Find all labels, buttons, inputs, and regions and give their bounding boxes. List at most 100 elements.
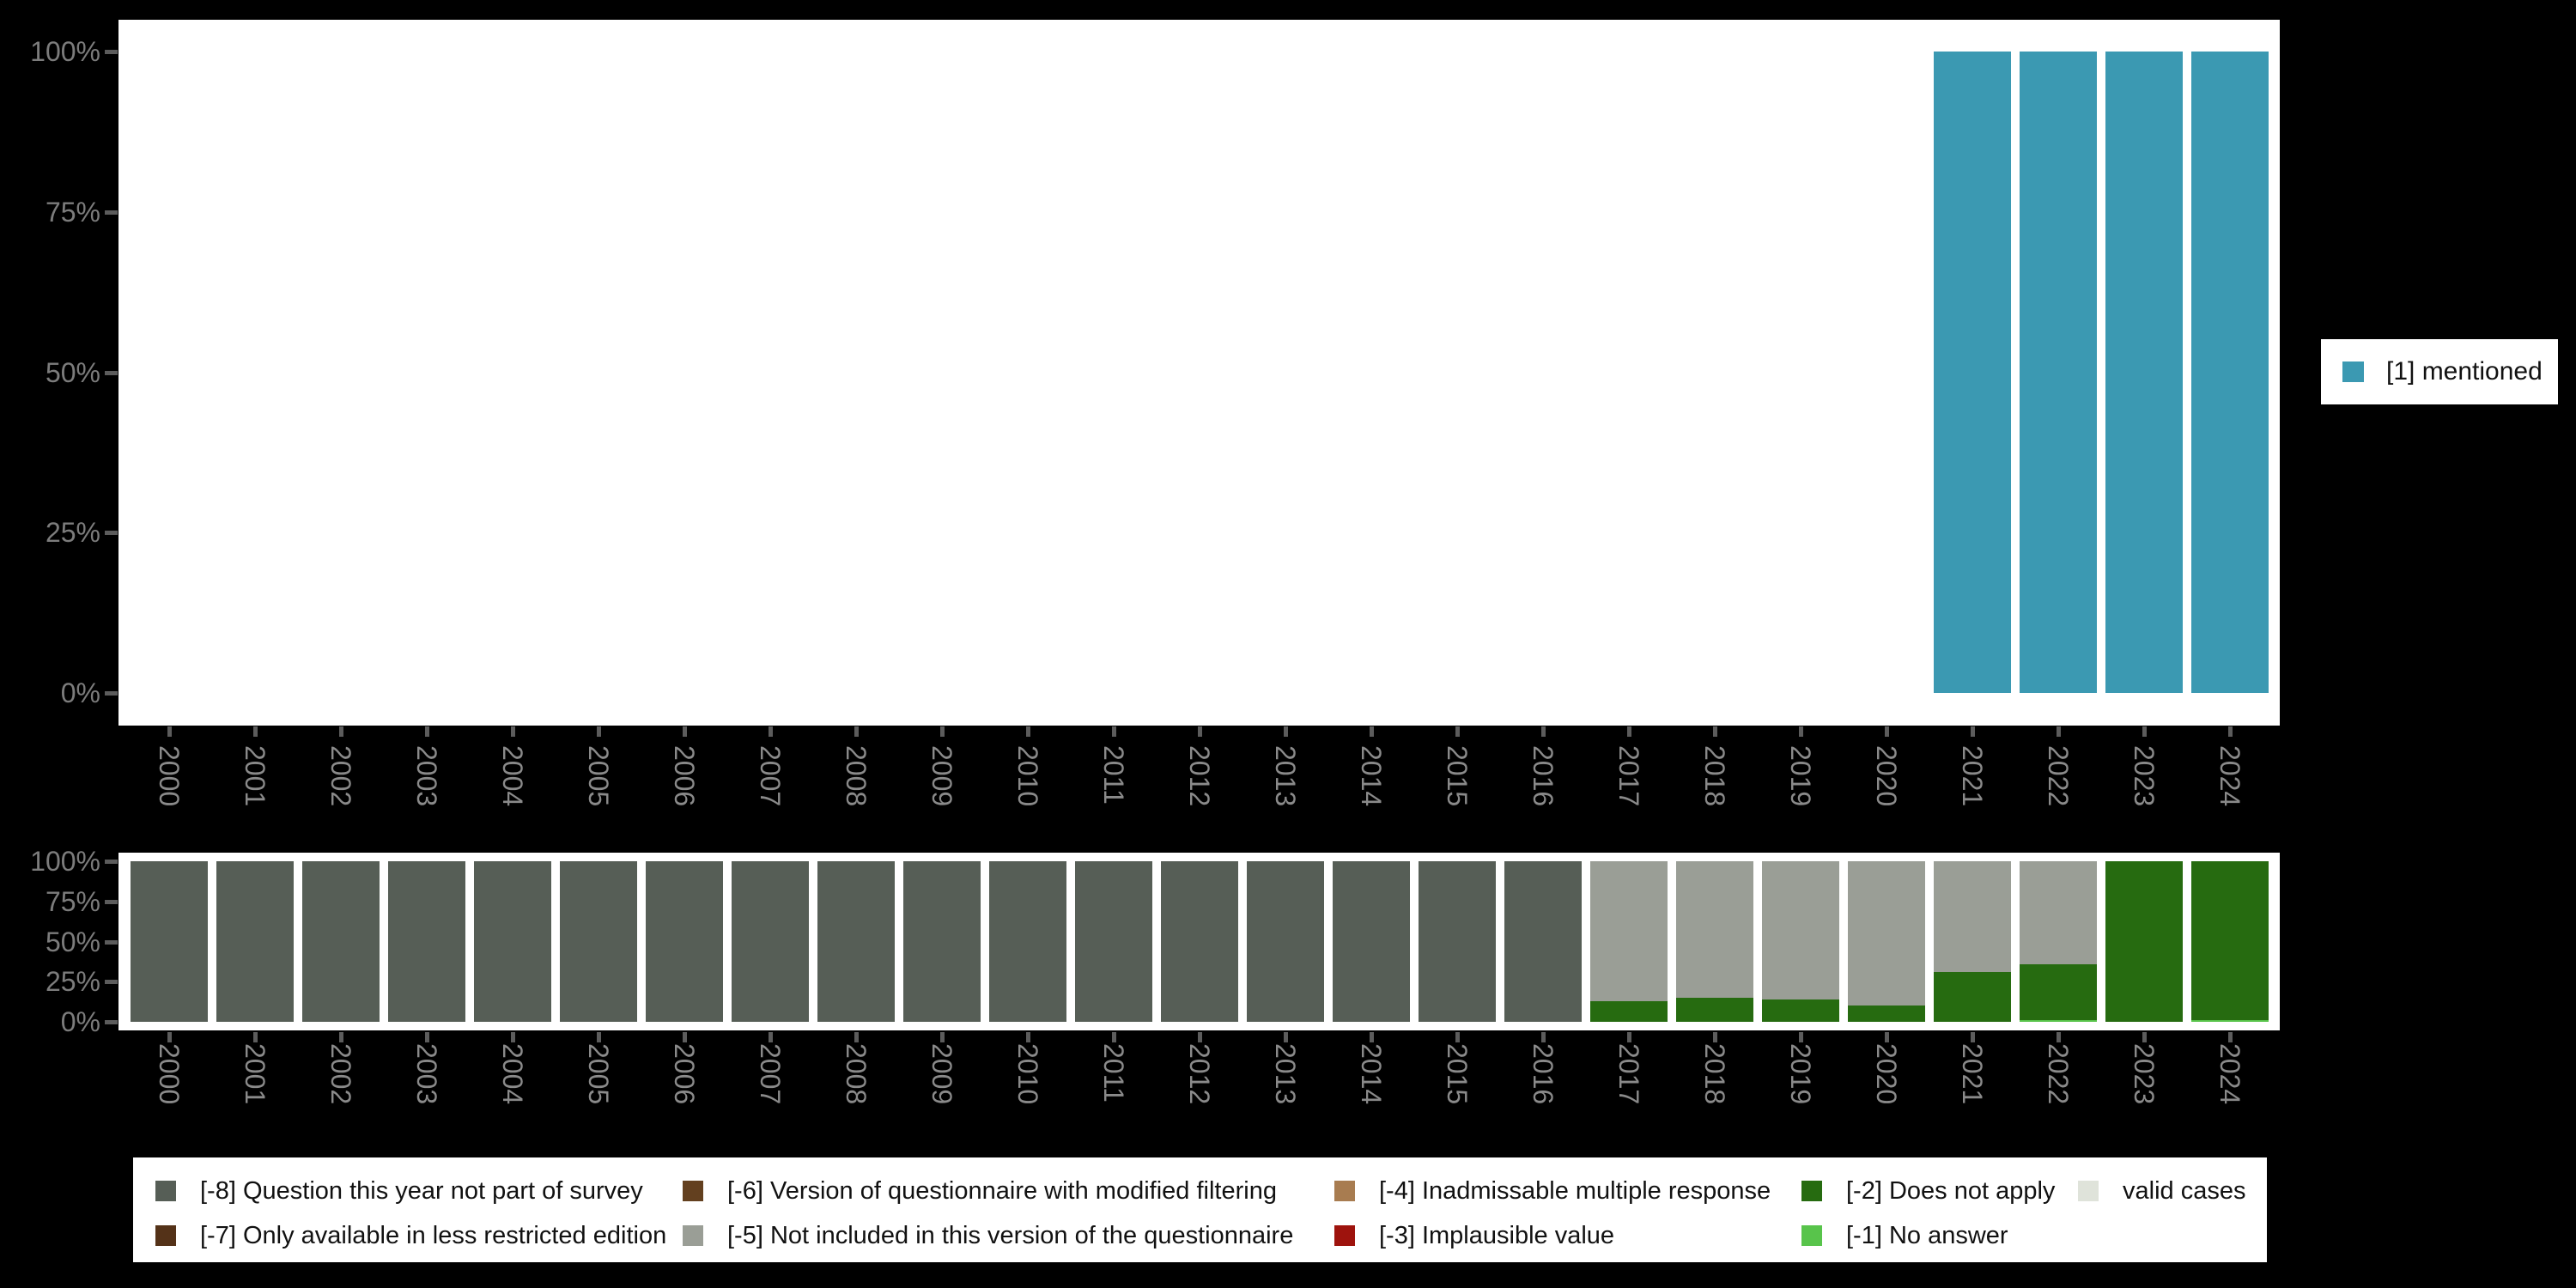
bar-segment: [1333, 861, 1410, 1022]
x-axis-tick-mark: [854, 1032, 859, 1042]
bar-segment: [2020, 963, 2097, 1021]
bar-segment: [903, 861, 981, 1022]
x-axis-year-label: 2023: [2129, 1043, 2160, 1105]
legend-swatch: [1801, 1181, 1822, 1201]
y-axis-tick-label: 50%: [45, 926, 100, 957]
legend-item: [-7] Only available in less restricted e…: [155, 1220, 666, 1251]
y-axis-tick-mark: [105, 1020, 118, 1024]
bar-segment: [1504, 861, 1582, 1022]
x-axis-tick-mark: [511, 1032, 515, 1042]
x-axis-year-label: 2019: [1785, 1043, 1816, 1105]
x-axis-year-label: 2013: [1270, 1043, 1301, 1105]
x-axis-tick-mark: [597, 726, 601, 737]
legend-item: [-2] Does not apply: [1801, 1176, 2055, 1206]
x-axis-year-label: 2005: [583, 1043, 614, 1105]
x-axis-tick-mark: [1198, 1032, 1202, 1042]
x-axis-year-label: 2020: [1871, 745, 1902, 807]
bar-segment: [2105, 861, 2183, 1022]
x-axis-year-label: 2012: [1184, 745, 1215, 807]
bar-segment: [2020, 1020, 2097, 1022]
x-axis-tick-mark: [425, 726, 429, 737]
bar-segment: [2191, 52, 2269, 693]
x-axis-tick-mark: [1971, 726, 1975, 737]
bar-segment: [2191, 861, 2269, 1021]
x-axis-tick-mark: [769, 726, 773, 737]
x-axis-year-label: 2016: [1528, 1043, 1558, 1105]
legend-swatch: [155, 1181, 176, 1201]
x-axis-year-label: 2008: [841, 745, 872, 807]
legend-swatch: [1801, 1225, 1822, 1246]
legend-item: [-5] Not included in this version of the…: [683, 1220, 1293, 1251]
x-axis-year-label: 2021: [1957, 745, 1988, 807]
bar-segment: [131, 861, 208, 1022]
x-axis-tick-mark: [425, 1032, 429, 1042]
legend-item: valid cases: [2078, 1176, 2245, 1206]
y-axis-tick-label: 25%: [45, 517, 100, 549]
x-axis-tick-mark: [683, 1032, 687, 1042]
legend-item: [-1] No answer: [1801, 1220, 2008, 1251]
x-axis-year-label: 2005: [583, 745, 614, 807]
x-axis-year-label: 2020: [1871, 1043, 1902, 1105]
x-axis-year-label: 2004: [497, 1043, 528, 1105]
y-axis-tick-mark: [105, 980, 118, 985]
bar-segment: [2020, 861, 2097, 964]
x-axis-year-label: 2024: [2215, 745, 2245, 807]
bar-segment: [216, 861, 294, 1022]
x-axis-tick-mark: [167, 1032, 172, 1042]
x-axis-tick-mark: [1455, 1032, 1460, 1042]
x-axis-tick-mark: [1799, 1032, 1803, 1042]
bar-segment: [302, 861, 380, 1022]
x-axis-tick-mark: [2228, 726, 2233, 737]
x-axis-year-label: 2008: [841, 1043, 872, 1105]
x-axis-year-label: 2019: [1785, 745, 1816, 807]
x-axis-year-label: 2023: [2129, 745, 2160, 807]
x-axis-tick-mark: [2228, 1032, 2233, 1042]
x-axis-tick-mark: [1799, 726, 1803, 737]
series-legend: [1] mentioned: [2321, 339, 2558, 404]
x-axis-year-label: 2014: [1356, 1043, 1387, 1105]
legend-item-label: [-1] No answer: [1846, 1221, 2008, 1249]
bar-segment: [1762, 861, 1839, 999]
x-axis-tick-mark: [1627, 726, 1631, 737]
y-axis-tick-label: 75%: [45, 196, 100, 228]
legend-item-label: valid cases: [2123, 1176, 2246, 1205]
x-axis-year-label: 2001: [240, 745, 270, 807]
x-axis-year-label: 2011: [1098, 1043, 1129, 1103]
x-axis-tick-mark: [167, 726, 172, 737]
bar-segment: [560, 861, 637, 1022]
x-axis-year-label: 2003: [411, 1043, 442, 1105]
x-axis-tick-mark: [1713, 726, 1717, 737]
x-axis-year-label: 2010: [1012, 1043, 1043, 1105]
x-axis-tick-mark: [1370, 1032, 1374, 1042]
x-axis-tick-mark: [940, 726, 945, 737]
bar-segment: [1590, 1000, 1668, 1022]
x-axis-year-label: 2015: [1442, 1043, 1473, 1105]
x-axis-tick-mark: [1971, 1032, 1975, 1042]
legend-item-label: [-3] Implausible value: [1379, 1221, 1615, 1249]
x-axis-year-label: 2013: [1270, 745, 1301, 807]
legend-swatch: [683, 1225, 703, 1246]
bar-segment: [1762, 999, 1839, 1022]
bar-segment: [2191, 1020, 2269, 1022]
x-axis-year-label: 2002: [325, 745, 356, 807]
x-axis-tick-mark: [1284, 1032, 1288, 1042]
x-axis-tick-mark: [1541, 726, 1546, 737]
x-axis-tick-mark: [1198, 726, 1202, 737]
legend-swatch: [1334, 1225, 1355, 1246]
y-axis-tick-label: 100%: [30, 846, 100, 877]
x-axis-year-label: 2011: [1098, 745, 1129, 805]
x-axis-year-label: 2001: [240, 1043, 270, 1105]
y-axis-tick-label: 100%: [30, 36, 100, 67]
x-axis-year-label: 2007: [755, 1043, 786, 1105]
legend-item: [-8] Question this year not part of surv…: [155, 1176, 643, 1206]
bottom-chart-panel: [118, 853, 2280, 1030]
legend-item: [-3] Implausible value: [1334, 1220, 1614, 1251]
bar-segment: [1075, 861, 1152, 1022]
x-axis-tick-mark: [1627, 1032, 1631, 1042]
bar-segment: [1934, 52, 2011, 693]
x-axis-year-label: 2006: [669, 1043, 700, 1105]
y-axis-tick-mark: [105, 939, 118, 945]
x-axis-tick-mark: [511, 726, 515, 737]
top-chart-panel: [118, 20, 2280, 726]
